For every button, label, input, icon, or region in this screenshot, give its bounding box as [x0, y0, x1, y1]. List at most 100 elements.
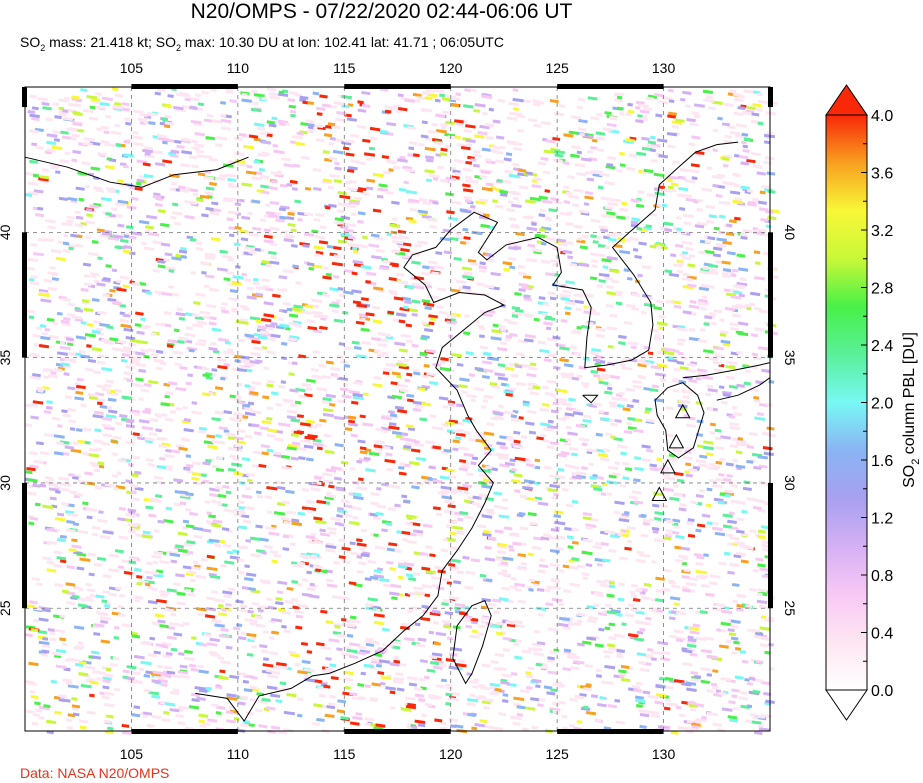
so2-pixel: [117, 613, 126, 618]
so2-pixel: [335, 298, 342, 303]
so2-pixel: [169, 690, 180, 696]
so2-pixel: [697, 339, 708, 344]
so2-pixel: [604, 181, 615, 186]
so2-pixel: [240, 723, 249, 728]
so2-pixel: [494, 529, 504, 534]
so2-pixel: [194, 131, 206, 137]
so2-pixel: [428, 321, 435, 326]
so2-pixel: [268, 531, 280, 537]
so2-pixel: [590, 694, 599, 699]
so2-pixel: [266, 597, 273, 602]
so2-pixel: [339, 194, 351, 200]
so2-pixel: [160, 682, 168, 687]
so2-pixel: [768, 380, 775, 384]
so2-pixel: [464, 314, 470, 318]
so2-pixel: [336, 399, 345, 404]
so2-pixel: [361, 103, 371, 108]
so2-pixel: [136, 575, 143, 579]
so2-pixel: [599, 172, 610, 177]
so2-pixel: [591, 264, 598, 269]
so2-pixel: [173, 221, 182, 226]
so2-pixel: [92, 670, 100, 675]
chart-subtitle: SO2 mass: 21.418 kt; SO2 max: 10.30 DU a…: [20, 34, 504, 53]
so2-pixel: [172, 582, 181, 587]
so2-pixel: [98, 671, 106, 676]
so2-pixel: [66, 312, 76, 318]
so2-pixel: [619, 556, 628, 561]
so2-pixel: [83, 282, 92, 287]
so2-pixel: [464, 615, 473, 620]
so2-pixel: [740, 161, 750, 166]
so2-pixel: [357, 439, 366, 444]
so2-pixel: [733, 290, 743, 295]
so2-pixel: [484, 557, 496, 562]
so2-pixel: [262, 630, 269, 634]
so2-pixel: [241, 272, 248, 277]
so2-pixel: [727, 715, 738, 720]
so2-pixel: [316, 106, 326, 111]
so2-pixel: [607, 201, 619, 207]
so2-pixel: [618, 669, 627, 674]
so2-pixel: [733, 412, 743, 417]
so2-pixel: [506, 320, 518, 326]
so2-pixel: [434, 88, 445, 94]
so2-pixel: [32, 606, 43, 611]
so2-pixel: [202, 392, 211, 397]
so2-pixel: [151, 694, 161, 699]
so2-pixel: [565, 240, 574, 245]
so2-pixel: [29, 375, 41, 380]
so2-pixel: [631, 217, 641, 222]
so2-pixel: [25, 484, 34, 489]
so2-pixel: [767, 189, 776, 194]
so2-pixel: [484, 545, 492, 550]
so2-pixel: [667, 88, 674, 93]
so2-pixel: [399, 155, 406, 160]
so2-pixel: [445, 120, 455, 126]
so2-pixel: [604, 245, 611, 250]
so2-pixel: [120, 323, 132, 329]
so2-pixel: [209, 493, 218, 498]
so2-pixel: [71, 697, 78, 701]
so2-pixel: [440, 485, 452, 491]
so2-pixel: [352, 715, 363, 721]
so2-pixel: [419, 417, 428, 422]
so2-pixel: [524, 334, 536, 339]
so2-pixel: [628, 153, 637, 158]
so2-pixel: [540, 241, 547, 246]
so2-pixel: [608, 374, 620, 380]
so2-pixel: [71, 158, 78, 163]
so2-pixel: [456, 570, 464, 575]
so2-pixel: [566, 535, 574, 540]
so2-pixel: [243, 577, 254, 582]
so2-pixel: [132, 131, 139, 135]
so2-pixel: [382, 170, 392, 175]
so2-pixel: [754, 306, 762, 311]
so2-pixel: [337, 699, 347, 704]
so2-pixel: [203, 175, 215, 181]
so2-pixel: [312, 186, 322, 192]
so2-pixel: [222, 543, 232, 548]
so2-pixel: [50, 249, 62, 254]
so2-pixel: [211, 618, 222, 624]
so2-pixel: [352, 246, 358, 251]
so2-pixel: [581, 572, 590, 577]
so2-pixel: [766, 171, 776, 176]
so2-pixel: [226, 550, 234, 555]
so2-pixel: [653, 172, 665, 178]
so2-pixel: [172, 211, 183, 216]
so2-pixel: [695, 528, 702, 533]
so2-pixel: [653, 517, 662, 522]
so2-pixel: [616, 613, 623, 617]
so2-pixel: [606, 156, 617, 161]
so2-pixel: [125, 440, 136, 445]
so2-pixel: [71, 538, 78, 543]
so2-pixel: [426, 372, 437, 377]
so2-pixel: [157, 264, 166, 269]
so2-pixel: [510, 672, 518, 676]
so2-pixel: [729, 425, 741, 431]
so2-pixel: [568, 397, 576, 402]
so2-pixel: [619, 249, 631, 255]
so2-pixel: [300, 641, 309, 646]
so2-pixel: [701, 295, 708, 300]
so2-pixel: [623, 429, 633, 435]
